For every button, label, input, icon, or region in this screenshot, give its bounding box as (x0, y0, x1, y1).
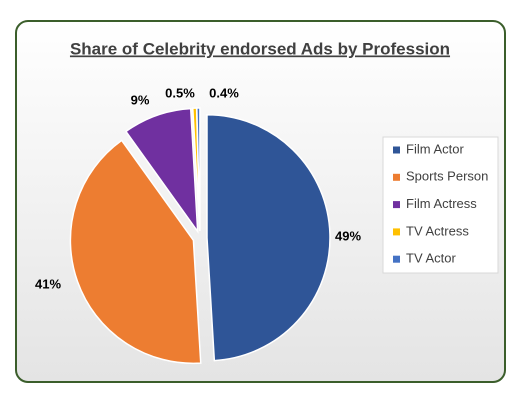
chart-title: Share of Celebrity endorsed Ads by Profe… (70, 39, 450, 58)
legend-label: TV Actor (406, 251, 457, 266)
legend-label: Film Actress (406, 196, 477, 211)
data-label: 0.5% (165, 85, 195, 100)
data-label: 0.4% (209, 85, 239, 100)
data-label: 49% (335, 228, 361, 243)
legend-swatch (393, 201, 400, 209)
data-label: 41% (35, 276, 61, 291)
pie-slice (124, 107, 199, 234)
legend-swatch (393, 146, 400, 154)
data-label: 9% (131, 92, 150, 107)
legend (382, 136, 499, 274)
pie-slice (206, 114, 331, 362)
legend-swatch (393, 255, 400, 263)
legend-label: TV Actress (406, 223, 469, 238)
pie-slice (69, 139, 202, 365)
legend-swatch (393, 173, 400, 181)
legend-swatch (393, 228, 400, 236)
pie-slice (196, 107, 201, 232)
legend-label: Sports Person (406, 169, 488, 184)
legend-label: Film Actor (406, 141, 464, 156)
